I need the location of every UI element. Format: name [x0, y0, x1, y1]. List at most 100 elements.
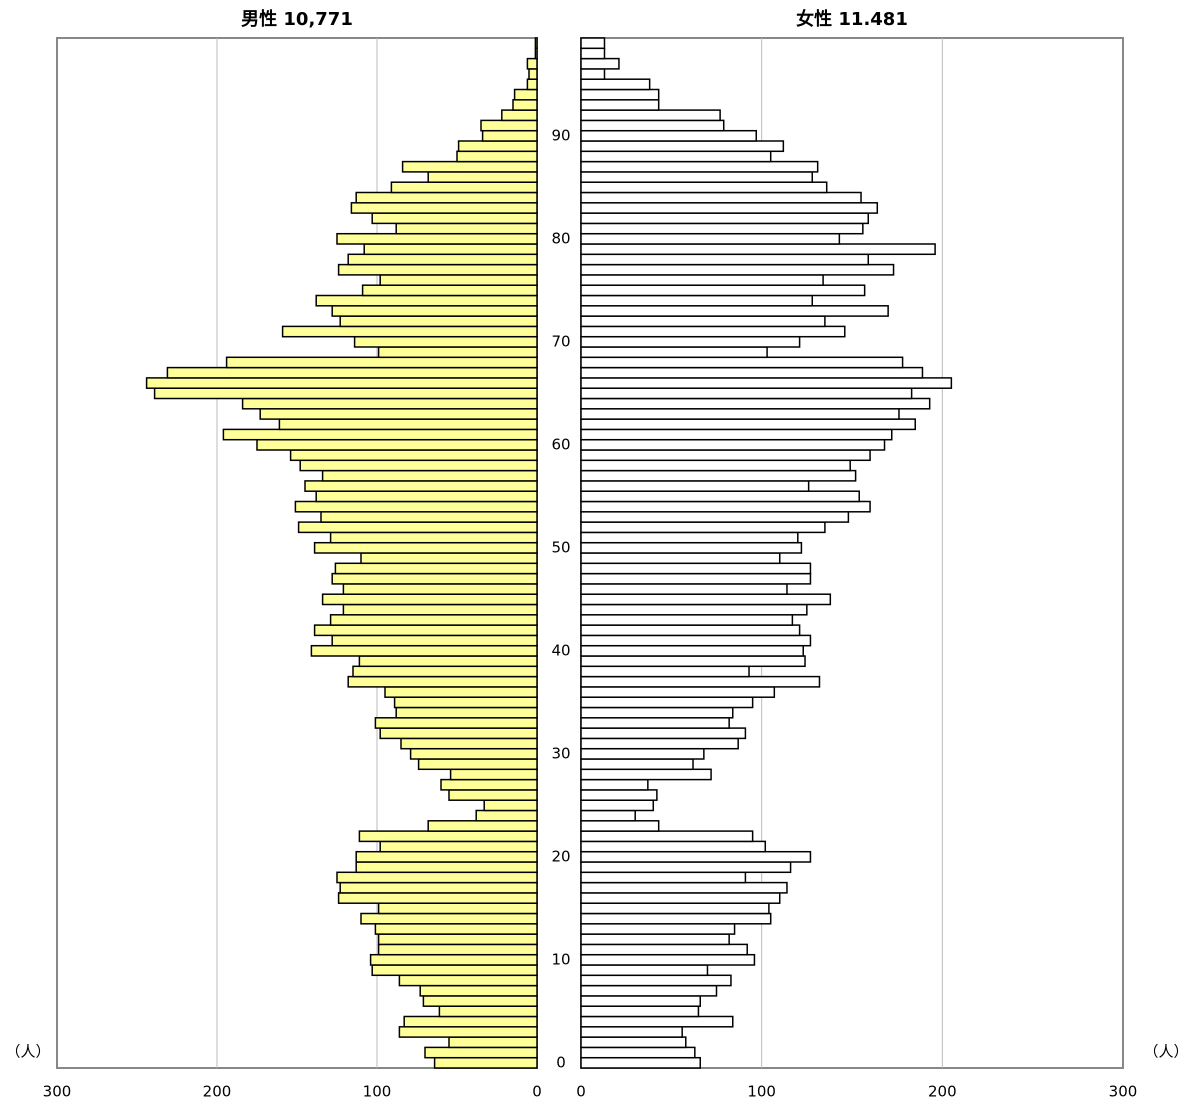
bar — [580, 727, 747, 740]
bar — [580, 902, 770, 915]
bar — [315, 294, 538, 307]
bar — [580, 943, 748, 956]
bar — [339, 315, 538, 328]
bar — [580, 644, 804, 657]
bar — [331, 305, 538, 317]
bar — [580, 861, 792, 874]
age-label: 50 — [551, 538, 570, 556]
bar — [371, 964, 538, 977]
bar — [580, 840, 767, 853]
bar — [449, 768, 538, 781]
bar — [379, 840, 538, 853]
bar — [331, 572, 538, 585]
bar — [395, 706, 538, 719]
bar — [379, 274, 538, 286]
bar — [321, 593, 538, 606]
bar — [481, 129, 538, 142]
x-tick-label: 100 — [747, 1083, 776, 1101]
bar — [297, 521, 538, 534]
bar — [580, 552, 781, 565]
bar — [580, 881, 788, 894]
x-tick-label: 200 — [203, 1083, 232, 1101]
bar — [580, 758, 694, 771]
bar — [580, 871, 747, 884]
bar — [580, 274, 824, 286]
bar — [580, 511, 850, 523]
bar — [580, 356, 904, 369]
bar — [278, 418, 538, 431]
x-tick-label: 200 — [928, 1083, 957, 1101]
bar — [580, 614, 794, 626]
bar — [334, 562, 538, 575]
bar — [315, 490, 538, 503]
bar — [580, 974, 732, 987]
bar — [355, 191, 538, 204]
bar — [580, 150, 772, 163]
bar — [384, 686, 538, 698]
bar — [580, 953, 756, 966]
bar — [347, 253, 538, 266]
bar — [580, 995, 701, 1007]
bar — [580, 1005, 700, 1018]
x-tick-label: 300 — [1109, 1083, 1138, 1101]
bar — [457, 140, 538, 153]
bar — [580, 717, 730, 729]
bar — [580, 212, 870, 225]
bar — [329, 531, 538, 544]
bar — [395, 222, 538, 235]
bar — [580, 438, 886, 451]
bar — [358, 655, 538, 668]
bar — [534, 47, 538, 60]
bar — [377, 902, 538, 915]
bar — [580, 480, 810, 492]
bar — [448, 1036, 538, 1049]
bar — [580, 706, 734, 719]
bar — [401, 160, 538, 173]
bar — [374, 717, 538, 729]
bar — [580, 335, 801, 348]
unit-label: （人） — [1143, 1043, 1188, 1061]
bar — [580, 541, 803, 554]
bar — [580, 984, 718, 997]
bar — [424, 1046, 538, 1059]
bar — [361, 284, 538, 297]
bar — [580, 830, 754, 843]
bar — [360, 552, 538, 565]
bar — [377, 933, 538, 946]
bar — [342, 583, 538, 595]
bar — [480, 119, 538, 132]
x-tick-label: 300 — [43, 1083, 72, 1101]
bar — [580, 737, 739, 750]
bar — [501, 109, 538, 122]
bar — [580, 397, 931, 410]
age-label: 60 — [551, 435, 570, 453]
age-label: 0 — [556, 1053, 566, 1071]
bar — [145, 377, 538, 389]
bar — [580, 923, 736, 935]
bar — [337, 892, 538, 904]
bar — [580, 696, 754, 709]
bar — [580, 789, 658, 801]
bar — [350, 202, 538, 214]
bar — [320, 511, 538, 523]
bar — [580, 562, 812, 575]
bar — [580, 243, 936, 256]
bar — [580, 500, 871, 513]
bar — [580, 449, 871, 462]
bar — [580, 284, 866, 297]
bar — [358, 830, 538, 843]
bar — [580, 294, 814, 307]
bar — [409, 747, 538, 760]
bar — [580, 57, 620, 70]
bar — [580, 675, 821, 688]
bar — [580, 232, 841, 245]
bar — [580, 490, 860, 503]
bar — [400, 737, 538, 750]
bar — [580, 1036, 687, 1049]
bar — [403, 1015, 538, 1028]
bar — [580, 634, 812, 647]
bar — [360, 912, 538, 925]
age-label: 70 — [551, 332, 570, 350]
bar — [580, 665, 750, 678]
